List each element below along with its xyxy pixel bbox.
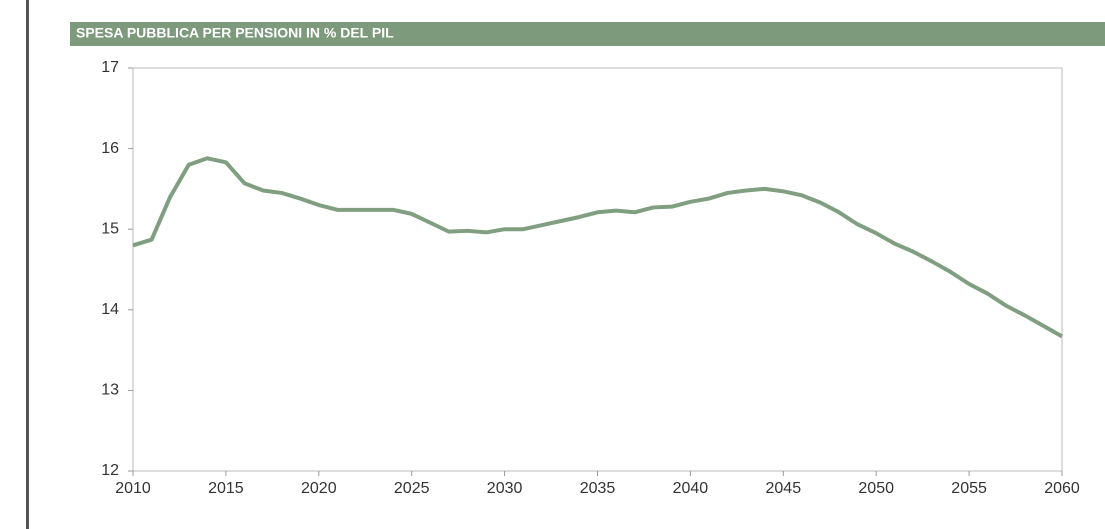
title-bar: [70, 22, 1105, 46]
x-tick-label: 2030: [487, 480, 523, 497]
x-tick-label: 2040: [673, 480, 709, 497]
x-tick-label: 2025: [394, 480, 430, 497]
y-tick-label: 14: [101, 301, 119, 318]
x-tick-label: 2060: [1044, 480, 1080, 497]
chart-title: SPESA PUBBLICA PER PENSIONI IN % DEL PIL: [76, 25, 394, 41]
y-tick-label: 12: [101, 462, 119, 479]
x-tick-label: 2050: [858, 480, 894, 497]
y-tick-label: 15: [101, 220, 119, 237]
y-tick-label: 17: [101, 59, 119, 76]
data-line: [132, 156, 1063, 339]
x-tick-label: 2035: [580, 480, 616, 497]
x-tick-label: 2015: [208, 480, 244, 497]
x-tick-label: 2010: [115, 480, 151, 497]
x-tick-label: 2055: [951, 480, 987, 497]
y-tick-label: 13: [101, 382, 119, 399]
x-tick-label: 2045: [766, 480, 802, 497]
plot-frame: [132, 67, 1063, 472]
page-edge: [26, 0, 29, 529]
x-tick-label: 2020: [301, 480, 337, 497]
y-tick-label: 16: [101, 140, 119, 157]
